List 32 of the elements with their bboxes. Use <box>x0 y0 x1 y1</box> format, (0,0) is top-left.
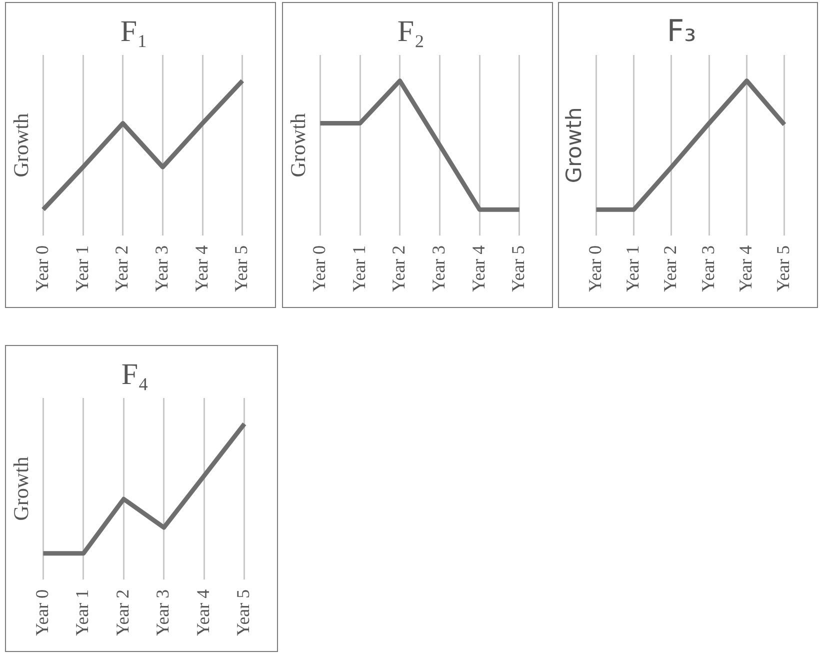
x-tick-label: Year 0 <box>584 245 605 292</box>
x-tick-label: Year 2 <box>112 589 132 636</box>
x-tick-label: Year 5 <box>508 245 528 292</box>
y-axis-title: Growth <box>286 112 310 178</box>
x-tick-label: Year 2 <box>388 245 409 292</box>
y-axis-title: Growth <box>562 107 586 184</box>
x-tick-label: Year 5 <box>231 245 252 292</box>
x-tick-label: Year 4 <box>192 589 213 636</box>
x-tick-label: Year 5 <box>773 245 794 292</box>
x-tick-label: Year 1 <box>72 245 92 292</box>
x-tick-label: Year 4 <box>735 245 756 292</box>
chart-title: F₃ <box>666 14 696 49</box>
chart-title: F₂ <box>397 14 425 48</box>
x-tick-label: Year 0 <box>308 245 329 292</box>
x-tick-label: Year 0 <box>32 589 52 636</box>
x-tick-label: Year 1 <box>622 245 643 292</box>
x-tick-label: Year 4 <box>468 245 488 292</box>
y-axis-title: Growth <box>9 112 34 178</box>
chart-title: F₁ <box>120 14 148 48</box>
x-tick-label: Year 3 <box>152 589 173 636</box>
x-tick-label: Year 0 <box>32 245 52 292</box>
x-tick-label: Year 1 <box>72 589 92 636</box>
x-tick-label: Year 1 <box>348 245 369 292</box>
x-tick-label: Year 2 <box>112 245 132 292</box>
x-tick-label: Year 3 <box>428 245 448 292</box>
x-tick-label: Year 3 <box>151 245 172 292</box>
x-tick-label: Year 5 <box>233 589 254 636</box>
chart-title: F₄ <box>121 358 149 391</box>
x-tick-label: Year 4 <box>191 245 212 292</box>
x-tick-label: Year 2 <box>660 245 680 292</box>
x-tick-label: Year 3 <box>698 245 718 292</box>
y-axis-title: Growth <box>9 456 34 521</box>
